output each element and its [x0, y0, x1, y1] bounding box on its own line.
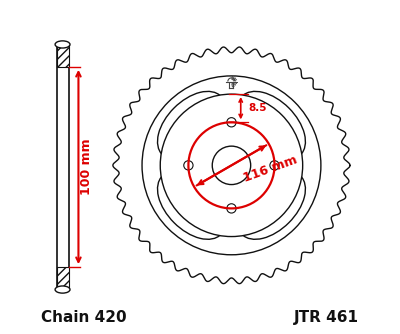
- Text: 100 mm: 100 mm: [80, 139, 93, 195]
- Ellipse shape: [55, 286, 70, 293]
- Ellipse shape: [55, 41, 70, 48]
- Text: 116 mm: 116 mm: [242, 153, 299, 184]
- Bar: [56, 44, 68, 67]
- Bar: [56, 44, 68, 290]
- Ellipse shape: [158, 171, 226, 239]
- Text: Chain 420: Chain 420: [41, 310, 127, 325]
- Ellipse shape: [237, 171, 306, 239]
- Text: JTR 461: JTR 461: [294, 310, 359, 325]
- Circle shape: [227, 118, 236, 127]
- Ellipse shape: [158, 92, 226, 160]
- Circle shape: [227, 204, 236, 213]
- Bar: [56, 267, 68, 290]
- Ellipse shape: [237, 92, 306, 160]
- Circle shape: [184, 161, 193, 170]
- Polygon shape: [113, 47, 350, 284]
- Text: 8.5: 8.5: [249, 103, 267, 113]
- Circle shape: [142, 76, 321, 255]
- Circle shape: [160, 94, 303, 236]
- Circle shape: [270, 161, 279, 170]
- Circle shape: [212, 146, 251, 185]
